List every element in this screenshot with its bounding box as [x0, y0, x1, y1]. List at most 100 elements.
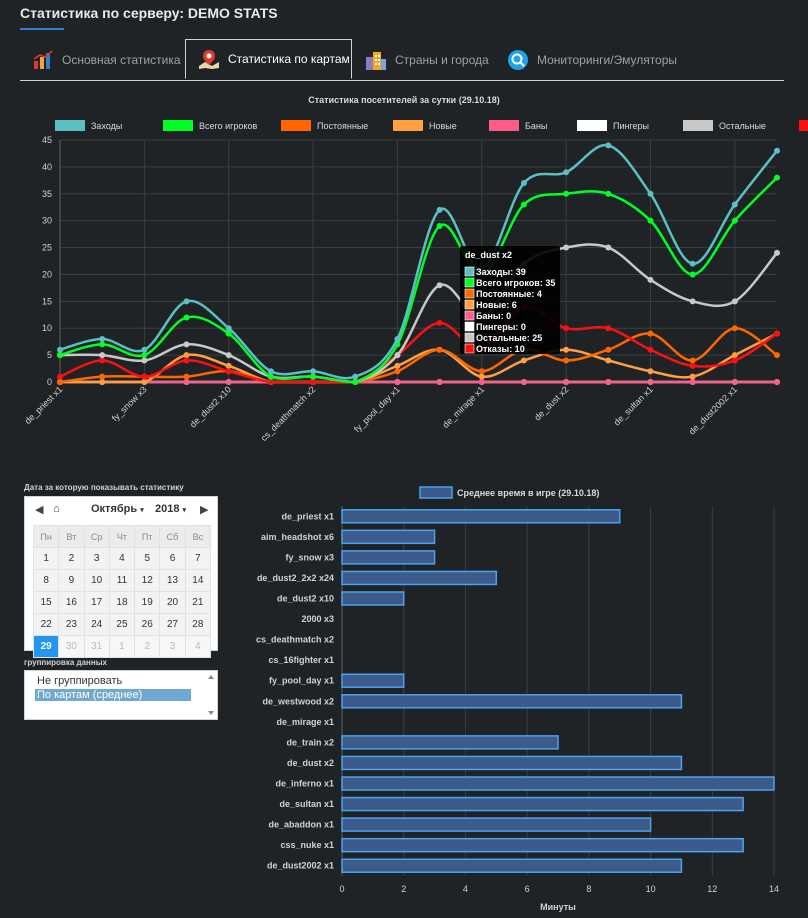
series-point	[436, 346, 443, 353]
calendar-day[interactable]: 16	[58, 591, 85, 614]
prev-month-icon[interactable]: ◀	[35, 504, 44, 516]
series-point	[99, 357, 106, 364]
calendar-day[interactable]: 12	[134, 569, 161, 592]
bar	[341, 591, 405, 606]
tab-countries-cities[interactable]: Страны и города	[365, 40, 505, 80]
calendar-day[interactable]: 3	[83, 547, 110, 570]
bar-category-label: cs_deathmatch x2	[256, 635, 334, 645]
listbox-scrollbar[interactable]	[207, 673, 215, 717]
calendar-month-label: Октябрь	[91, 503, 138, 515]
tab-map-stats[interactable]: Статистика по картам	[185, 39, 352, 79]
series-point	[774, 147, 780, 154]
calendar-day[interactable]: 2	[134, 635, 161, 658]
tab-monitorings[interactable]: Мониторинги/Эмуляторы	[507, 40, 707, 80]
home-icon[interactable]: ⌂	[53, 503, 60, 515]
legend-swatch	[799, 120, 808, 131]
series-point	[647, 217, 654, 224]
calendar-day[interactable]: 23	[58, 613, 85, 636]
tooltip-line: Всего игроков: 35	[476, 278, 555, 288]
calendar-day[interactable]: 29	[32, 635, 60, 658]
calendar-day[interactable]: 14	[184, 569, 212, 592]
series-point	[605, 379, 612, 385]
bar	[341, 694, 683, 709]
calendar-day[interactable]: 22	[32, 613, 60, 636]
calendar-day[interactable]: 28	[184, 613, 212, 636]
bar-category-label: de_train x2	[286, 737, 334, 747]
calendar-day[interactable]: 9	[58, 569, 85, 592]
bar	[341, 529, 436, 545]
series-point	[183, 341, 190, 348]
calendar-day[interactable]: 1	[108, 635, 136, 658]
calendar-day[interactable]: 11	[108, 569, 136, 592]
legend-label: Заходы	[91, 121, 122, 131]
calendar-grid: Пн Вт Ср Чт Пт Сб Вс 1 2 3 4 5 6 7 8 9 10 11 12 13 14 15 16 17 1…	[32, 525, 212, 658]
tab-main-stats[interactable]: Основная статистика	[20, 40, 197, 80]
bar-legend-swatch	[419, 486, 453, 499]
calendar-day[interactable]: 25	[108, 613, 136, 636]
bar	[341, 796, 744, 812]
series-point	[478, 368, 485, 375]
calendar-day[interactable]: 10	[83, 569, 110, 592]
calendar-day[interactable]: 5	[134, 547, 161, 570]
series-point	[436, 206, 443, 213]
series-point	[520, 357, 527, 364]
series-point	[731, 357, 738, 364]
bar-x-tick-label: 12	[707, 884, 717, 894]
calendar-day[interactable]: 3	[159, 635, 186, 658]
tooltip-swatch	[464, 266, 475, 277]
calendar-day[interactable]: 26	[134, 613, 161, 636]
series-point	[225, 325, 232, 332]
grouping-option-none[interactable]: Не группировать	[37, 675, 123, 687]
calendar-day[interactable]: 27	[159, 613, 186, 636]
series-point	[774, 379, 780, 385]
bar	[341, 673, 405, 688]
calendar-day[interactable]: 20	[159, 591, 186, 614]
calendar-day[interactable]: 24	[83, 613, 110, 636]
bar	[341, 858, 683, 873]
series-point	[310, 368, 317, 375]
series-point	[57, 346, 63, 353]
legend-label: Пингеры	[613, 121, 649, 131]
calendar-day[interactable]: 1	[32, 547, 60, 570]
bar	[341, 817, 652, 832]
series-point	[647, 190, 654, 197]
tooltip-swatch	[464, 310, 475, 321]
series-point	[563, 325, 570, 332]
calendar-day[interactable]: 4	[108, 547, 136, 570]
calendar-day[interactable]: 17	[83, 591, 110, 614]
calendar-day[interactable]: 15	[32, 591, 60, 614]
calendar-day[interactable]: 31	[83, 635, 110, 658]
series-point	[774, 174, 780, 181]
calendar-month-select[interactable]: Октябрь ▾	[91, 503, 144, 515]
next-month-icon[interactable]: ▶	[200, 504, 209, 516]
series-point	[99, 335, 106, 342]
calendar-day[interactable]: 13	[159, 569, 186, 592]
bar	[341, 735, 559, 750]
calendar-day[interactable]: 2	[58, 547, 85, 570]
bar-chart-icon	[33, 50, 53, 69]
calendar-day[interactable]: 21	[184, 591, 212, 614]
calendar-day[interactable]: 6	[159, 547, 186, 570]
tooltip-swatch	[464, 343, 475, 354]
x-tick-label: de_priest x1	[23, 384, 65, 426]
series-point	[183, 379, 190, 385]
series-point	[99, 379, 106, 385]
legend-swatch	[163, 120, 193, 131]
calendar-day[interactable]: 8	[32, 569, 60, 592]
calendar-day[interactable]: 19	[134, 591, 161, 614]
calendar-day[interactable]: 30	[58, 635, 85, 658]
series-point	[731, 379, 738, 385]
series-point	[605, 244, 612, 251]
grouping-option-maps-avg[interactable]: По картам (среднее)	[35, 689, 191, 701]
calendar-day[interactable]: 4	[184, 635, 212, 658]
x-tick-label: de_sultan x1	[612, 384, 655, 427]
tooltip-line: Пингеры: 0	[476, 322, 526, 332]
calendar-year-select[interactable]: 2018 ▾	[155, 503, 186, 515]
tooltip-box	[460, 246, 560, 354]
grouping-listbox[interactable]: Не группировать По картам (среднее)	[24, 670, 218, 720]
bar	[341, 509, 621, 524]
calendar-day[interactable]: 7	[184, 547, 212, 570]
calendar-day[interactable]: 18	[108, 591, 136, 614]
bar-category-label: cs_16fighter x1	[268, 655, 334, 665]
x-tick-label: de_dust2 x10	[188, 384, 233, 429]
